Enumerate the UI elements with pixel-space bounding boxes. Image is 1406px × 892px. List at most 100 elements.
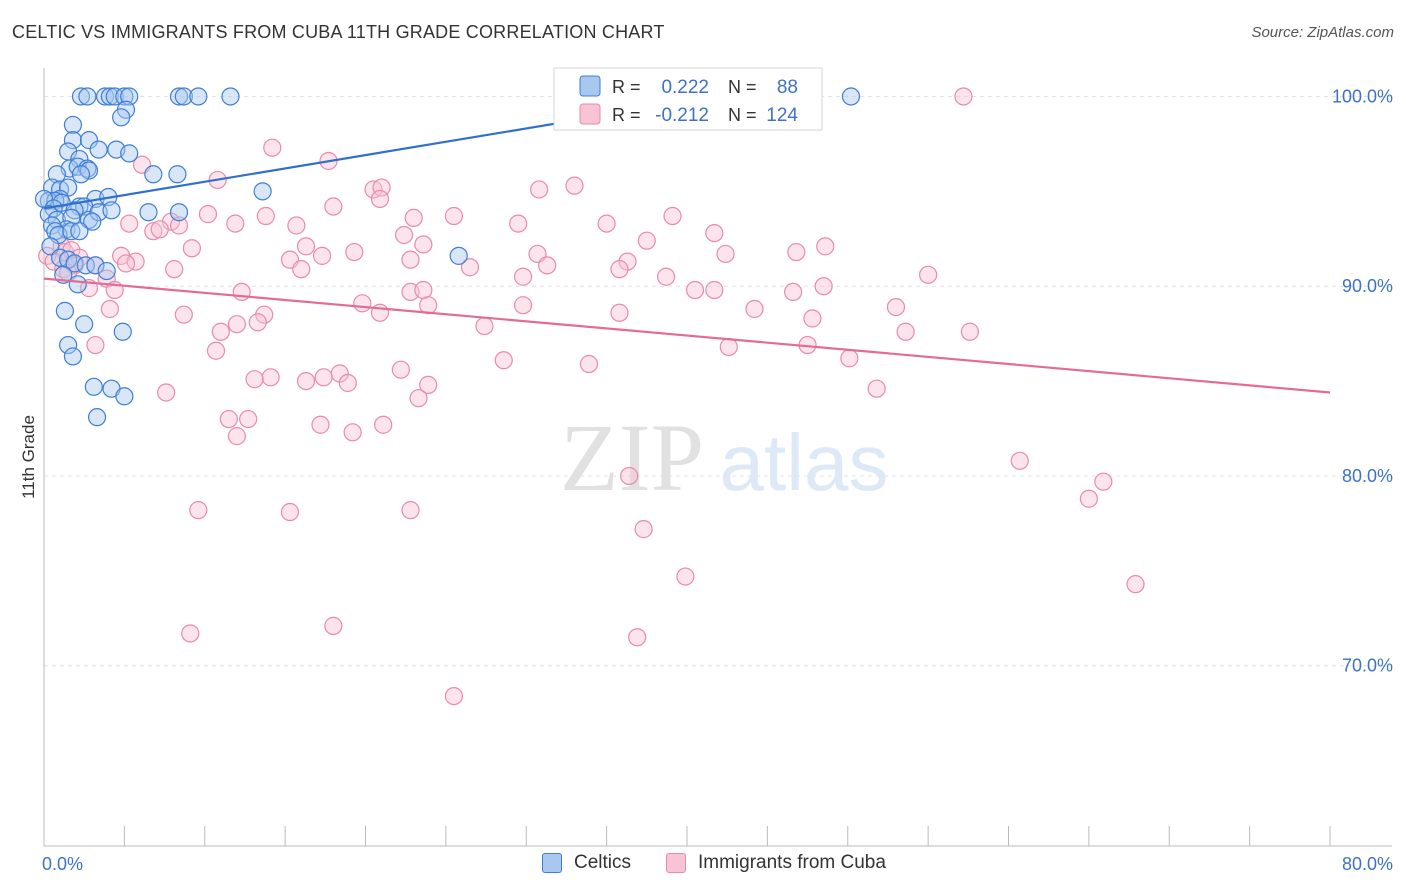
point-cuba [530, 180, 549, 199]
trend-lines [43, 95, 1331, 394]
point-cuba [814, 277, 833, 296]
point-cuba [312, 246, 332, 265]
point-celtic [86, 256, 105, 275]
legend-swatch-celtics [542, 853, 562, 873]
stats-legend: R = 0.222 N = 88 R = -0.212 N = 124 [553, 67, 823, 131]
point-celtic [113, 322, 132, 341]
point-celtic [105, 87, 124, 106]
point-cuba [705, 280, 724, 300]
point-cuba [637, 231, 656, 250]
x-ticks [123, 826, 1331, 846]
point-cuba [475, 316, 494, 336]
point-celtic [112, 108, 131, 127]
point-celtic [189, 87, 208, 106]
point-cuba [165, 260, 184, 279]
point-celtic [102, 201, 121, 220]
point-cuba [227, 315, 246, 334]
stats-r-value-celtic: 0.222 [661, 77, 709, 98]
point-celtic [76, 256, 95, 275]
point-cuba [745, 299, 764, 319]
point-celtic [79, 131, 99, 150]
point-cuba [513, 296, 533, 315]
point-cuba [181, 624, 200, 643]
watermark-zip: ZIP [560, 404, 704, 511]
stats-n-value-celtic: 88 [777, 77, 798, 98]
point-cuba [610, 260, 629, 279]
point-cuba [296, 237, 316, 256]
point-celtic [71, 165, 91, 184]
point-cuba [189, 501, 208, 520]
point-celtic [144, 165, 163, 184]
point-celtic [100, 87, 120, 106]
point-celtic [115, 387, 134, 406]
point-cuba [657, 267, 676, 286]
point-cuba [287, 216, 306, 235]
point-cuba [157, 383, 176, 402]
stats-n-value-cuba: 124 [766, 105, 798, 126]
point-cuba [391, 360, 410, 379]
legend-swatch-cuba [666, 853, 686, 873]
point-cuba [353, 294, 372, 313]
point-cuba [1010, 451, 1029, 470]
point-cuba [198, 205, 218, 224]
point-celtic [120, 144, 139, 163]
point-cuba [954, 87, 973, 106]
point-celtic [59, 335, 78, 355]
point-celtic [75, 315, 94, 334]
point-cuba [538, 256, 557, 275]
point-celtic [87, 408, 107, 427]
point-celtic [169, 87, 189, 106]
point-cuba [226, 214, 245, 233]
point-cuba [150, 220, 169, 239]
point-cuba [245, 370, 264, 389]
point-cuba [324, 616, 343, 635]
point-cuba [219, 409, 238, 429]
point-cuba [685, 280, 705, 300]
point-celtic [253, 182, 272, 201]
point-cuba [255, 305, 274, 324]
point-cuba [444, 206, 464, 226]
stats-r-label-celtic: R = [612, 77, 641, 97]
point-cuba [414, 235, 433, 254]
stats-r-label-cuba: R = [612, 105, 641, 125]
point-cuba [404, 208, 423, 228]
point-cuba [394, 225, 414, 245]
point-cuba [144, 222, 163, 241]
point-cuba [867, 379, 886, 398]
watermark: ZIP atlas [560, 404, 888, 511]
watermark-atlas: atlas [720, 418, 889, 507]
point-cuba [509, 214, 528, 233]
point-cuba [628, 628, 647, 647]
point-celtic [169, 203, 189, 222]
point-celtic [71, 87, 91, 106]
point-celtic [89, 140, 108, 159]
point-cuba [676, 567, 695, 586]
point-celtic [168, 165, 187, 184]
point-celtic [139, 203, 158, 222]
point-cuba [261, 368, 280, 387]
point-cuba [314, 368, 333, 387]
point-cuba [610, 303, 629, 322]
point-cuba [292, 260, 311, 279]
point-cuba [579, 354, 599, 374]
point-celtic [63, 347, 83, 366]
y-tick-label: 80.0% [1342, 466, 1393, 486]
point-cuba [338, 373, 357, 393]
stats-r-value-cuba: -0.212 [655, 105, 709, 126]
point-celtic [95, 87, 115, 106]
point-celtic [84, 377, 103, 396]
point-cuba [444, 686, 464, 706]
point-cuba [663, 206, 682, 226]
series-celtic-points [34, 87, 861, 427]
point-cuba [370, 189, 390, 209]
point-cuba [840, 349, 859, 368]
point-celtic [78, 87, 97, 106]
point-cuba [248, 313, 267, 332]
point-cuba [565, 176, 584, 195]
point-cuba [960, 322, 980, 341]
stats-swatch-cuba [579, 103, 601, 125]
y-tick-labels: 100.0% 90.0% 80.0% 70.0% [1332, 86, 1393, 675]
point-cuba [419, 375, 438, 394]
point-cuba [227, 427, 246, 446]
point-cuba [886, 297, 906, 317]
